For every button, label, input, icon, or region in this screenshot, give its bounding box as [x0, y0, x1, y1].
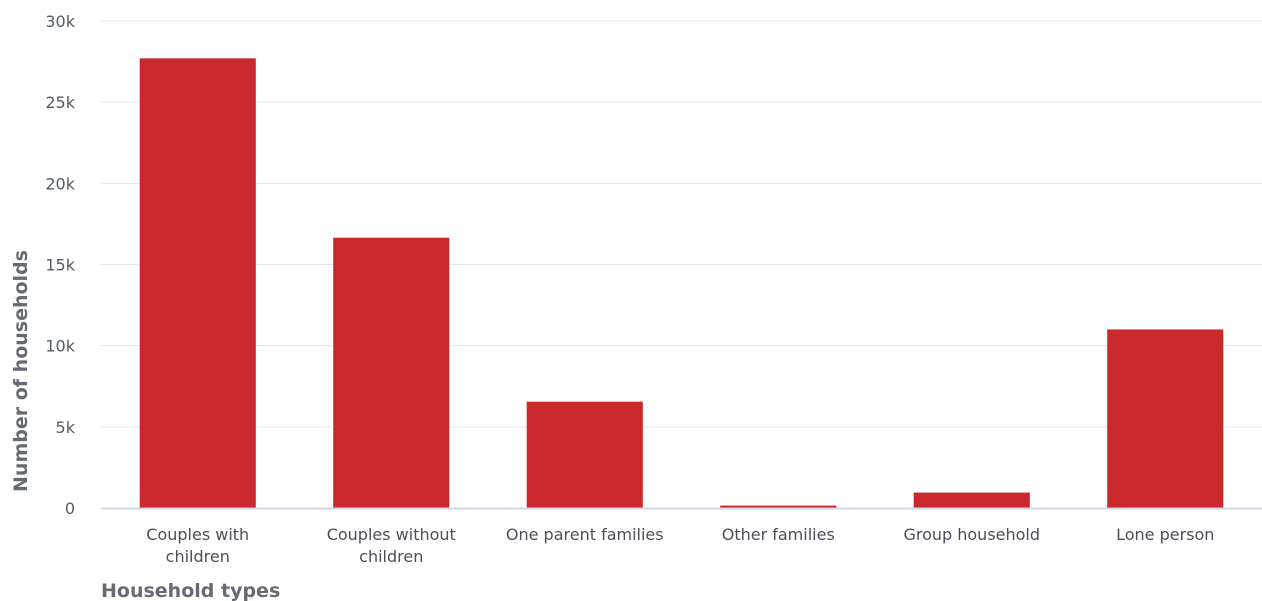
- x-tick-label: Other families: [722, 525, 835, 544]
- x-tick-label: Lone person: [1116, 525, 1214, 544]
- x-tick-label-line: Couples with: [146, 525, 249, 544]
- y-tick-label: 15k: [45, 256, 75, 275]
- x-axis-title: Household types: [101, 580, 280, 601]
- x-tick-label-line: Couples without: [327, 525, 456, 544]
- x-tick-label-line: One parent families: [506, 525, 664, 544]
- x-tick-label-line: Other families: [722, 525, 835, 544]
- x-tick-label: One parent families: [506, 525, 664, 544]
- y-tick-label: 25k: [45, 93, 75, 112]
- bar[interactable]: [139, 58, 256, 508]
- y-axis-ticks: 0 5k 10k 15k 20k 25k 30k: [45, 12, 75, 518]
- x-tick-label-line: children: [359, 547, 423, 566]
- bar[interactable]: [1107, 329, 1224, 508]
- x-axis-ticks: Couples with children Couples without child…: [146, 525, 1214, 566]
- y-tick-label: 5k: [56, 418, 76, 437]
- x-tick-label-line: Lone person: [1116, 525, 1214, 544]
- x-tick-label: Group household: [903, 525, 1040, 544]
- bar[interactable]: [333, 237, 450, 508]
- gridlines: [101, 20, 1262, 428]
- y-tick-label: 30k: [45, 12, 75, 31]
- y-axis-title: Number of households: [10, 250, 32, 492]
- bar[interactable]: [720, 505, 837, 508]
- y-tick-label: 10k: [45, 337, 75, 356]
- x-tick-label-line: Group household: [903, 525, 1040, 544]
- x-tick-label: Couples with children: [146, 525, 249, 566]
- bar[interactable]: [526, 401, 643, 508]
- y-tick-label: 0: [65, 499, 75, 518]
- x-tick-label: Couples without children: [327, 525, 456, 566]
- y-tick-label: 20k: [45, 174, 75, 193]
- bar[interactable]: [913, 492, 1030, 508]
- bars: [139, 58, 1224, 508]
- x-tick-label-line: children: [166, 547, 230, 566]
